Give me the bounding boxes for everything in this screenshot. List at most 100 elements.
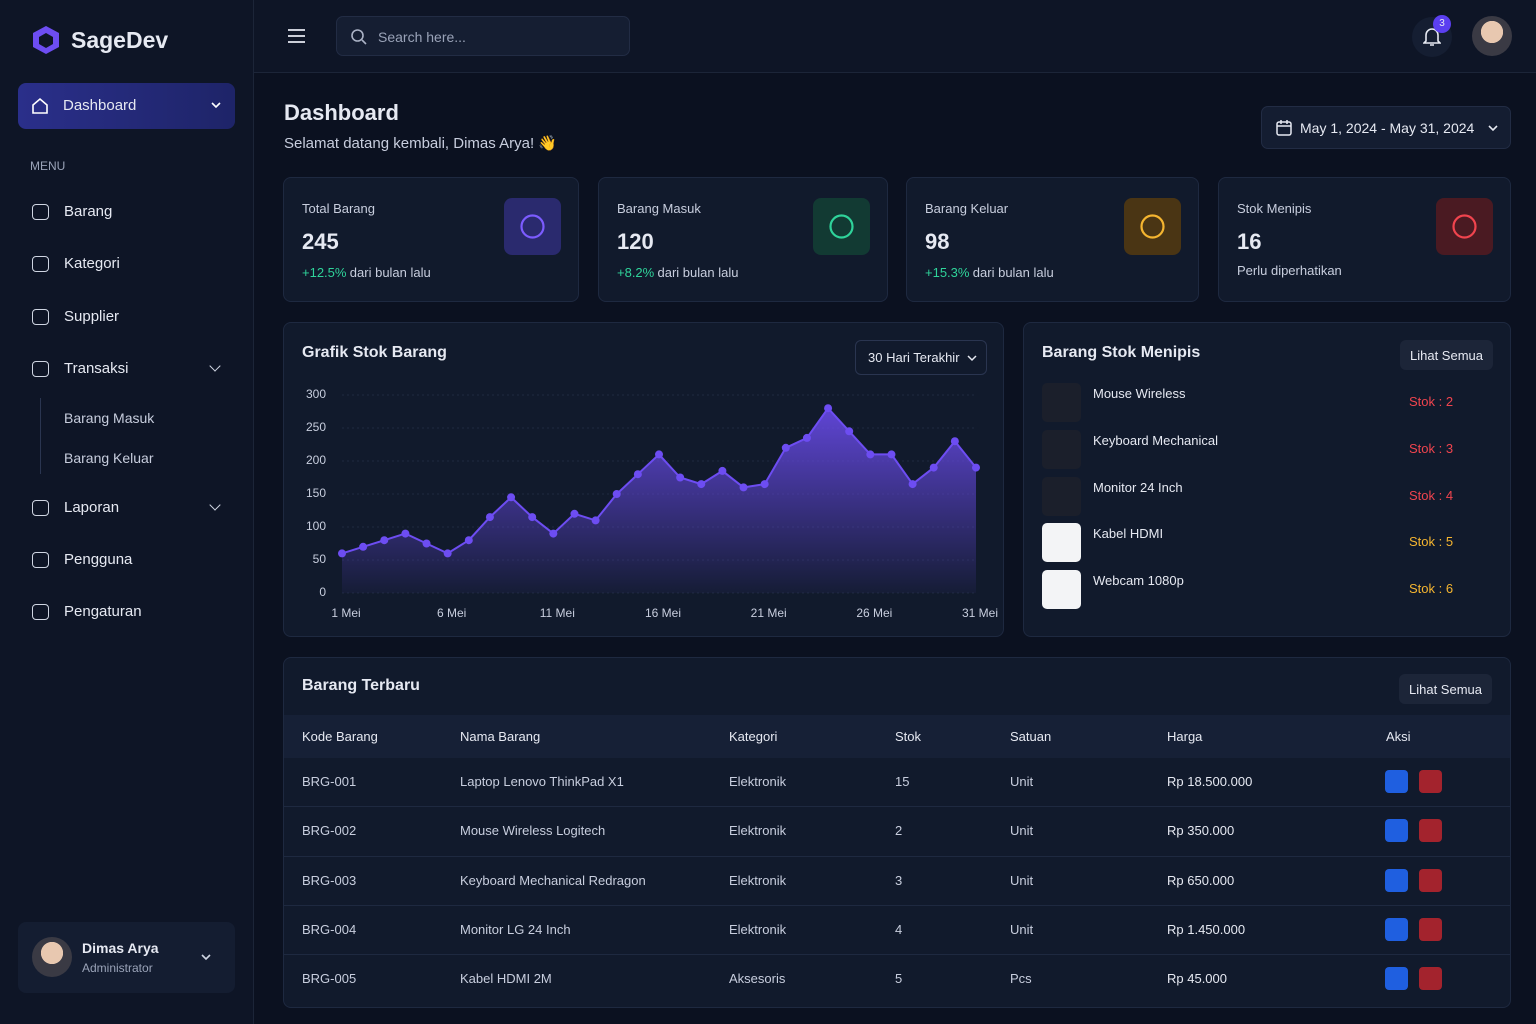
point	[338, 549, 346, 558]
stat-value: 245	[302, 229, 339, 254]
date-label: May 1, 2024 - May 31, 2024	[1300, 120, 1475, 136]
cell: Unit	[1010, 921, 1034, 937]
cell: Monitor LG 24 Inch	[460, 921, 571, 937]
calendar-icon	[1276, 120, 1292, 136]
cell: BRG-002	[302, 823, 357, 839]
nav-item[interactable]: Pengaturan	[64, 603, 142, 620]
recent-card: Barang Terbaru Lihat Semua Kode Barang Na…	[283, 657, 1511, 1008]
nav-item[interactable]: Laporan	[64, 499, 120, 516]
sub-item[interactable]: Barang Masuk	[64, 410, 155, 426]
view-all[interactable]: Lihat Semua	[1400, 340, 1493, 370]
view-all[interactable]: Lihat Semua	[1399, 674, 1492, 704]
cell: Unit	[1010, 872, 1034, 888]
point	[866, 450, 875, 459]
delete-button[interactable]	[1419, 967, 1442, 991]
point	[802, 433, 811, 442]
point	[760, 480, 769, 489]
cell: Mouse Wireless Logitech	[460, 823, 606, 839]
nav-item[interactable]: Kategori	[64, 255, 120, 272]
chevron	[211, 102, 221, 109]
cell: BRG-003	[302, 872, 357, 888]
cell: Elektronik	[729, 872, 787, 888]
edit-button[interactable]	[1385, 868, 1408, 892]
edit-button[interactable]	[1385, 770, 1408, 793]
item-name: Monitor 24 Inch	[1093, 480, 1183, 495]
stat-card: Barang Keluar 98 +15.3% dari bulan lalu	[906, 177, 1199, 302]
edit-button[interactable]	[1385, 917, 1408, 941]
point	[401, 529, 410, 538]
cell: 15	[895, 774, 910, 789]
notifications[interactable]: 3	[1412, 15, 1452, 57]
sidebar: SageDev Dashboard MENU Dimas Arya Admini…	[0, 0, 254, 1024]
edit-button[interactable]	[1385, 819, 1408, 843]
row-divider	[284, 904, 1510, 906]
user-role: Administrator	[82, 961, 153, 975]
cell: Unit	[1010, 774, 1034, 789]
nav-item[interactable]: Transaksi	[64, 360, 129, 377]
nav-icon	[32, 309, 49, 325]
delete-button[interactable]	[1419, 770, 1442, 793]
delete-button[interactable]	[1419, 917, 1442, 941]
cell: Rp 45.000	[1167, 971, 1227, 987]
point	[908, 480, 917, 489]
nav-item[interactable]: Barang	[64, 203, 113, 220]
stat-label: Total Barang	[302, 201, 375, 216]
search[interactable]: Search here...	[336, 16, 630, 56]
point	[422, 539, 431, 548]
cell: 4	[895, 921, 903, 937]
badge: 3	[1433, 15, 1451, 33]
brand: SageDev	[71, 27, 169, 53]
delete-button[interactable]	[1419, 819, 1442, 843]
delete-button[interactable]	[1419, 868, 1442, 892]
point	[824, 404, 833, 413]
cell: Unit	[1010, 823, 1034, 839]
point	[697, 480, 706, 489]
search-placeholder: Search here...	[378, 29, 466, 45]
chevron	[201, 954, 211, 961]
sub-item[interactable]: Barang Keluar	[64, 450, 154, 466]
cell: Rp 350.000	[1167, 823, 1235, 839]
recent-title: Barang Terbaru	[302, 677, 420, 694]
y-tick-label: 0	[319, 585, 326, 599]
date-range[interactable]: May 1, 2024 - May 31, 2024	[1261, 106, 1511, 149]
point	[464, 536, 473, 545]
avatar[interactable]	[1472, 16, 1512, 56]
cell: BRG-001	[302, 774, 357, 789]
chart-filter[interactable]: 30 Hari Terakhir	[855, 340, 987, 375]
icon-glyph	[520, 214, 545, 239]
x-tick-label: 16 Mei	[645, 606, 681, 620]
avatar	[32, 937, 72, 977]
stat-note: dari bulan lalu	[657, 265, 739, 280]
user-name: Dimas Arya	[82, 940, 159, 956]
cell: Rp 18.500.000	[1167, 774, 1253, 789]
menu-toggle[interactable]	[288, 28, 306, 44]
cell: Elektronik	[729, 774, 787, 789]
low-stock-card: Barang Stok Menipis Lihat Semua Mouse Wi…	[1023, 322, 1511, 637]
cell: Rp 1.450.000	[1167, 921, 1246, 937]
col-header: Harga	[1167, 729, 1203, 744]
cell: Rp 650.000	[1167, 872, 1235, 888]
stat-change: +15.3%	[925, 265, 970, 280]
point	[591, 516, 600, 525]
col-header: Kode Barang	[302, 729, 378, 744]
cell: 2	[895, 823, 903, 839]
item-name: Keyboard Mechanical	[1093, 433, 1219, 448]
active-nav[interactable]: Dashboard	[18, 83, 235, 129]
item-thumb	[1042, 570, 1081, 609]
point	[972, 463, 980, 472]
low-stock-title: Barang Stok Menipis	[1042, 344, 1201, 361]
col-header: Satuan	[1010, 729, 1052, 744]
point	[507, 493, 516, 502]
user-card[interactable]: Dimas Arya Administrator	[18, 922, 235, 993]
row-divider	[284, 855, 1510, 857]
nav-item[interactable]: Supplier	[64, 308, 120, 325]
icon-glyph	[1140, 214, 1165, 239]
col-header: Stok	[895, 729, 922, 744]
icon-glyph	[829, 214, 854, 239]
stat-card: Total Barang 245 +12.5% dari bulan lalu	[283, 177, 579, 302]
x-tick-label: 26 Mei	[856, 606, 892, 620]
item-thumb	[1042, 430, 1081, 469]
point	[633, 470, 642, 479]
edit-button[interactable]	[1385, 967, 1408, 991]
nav-item[interactable]: Pengguna	[64, 551, 133, 568]
